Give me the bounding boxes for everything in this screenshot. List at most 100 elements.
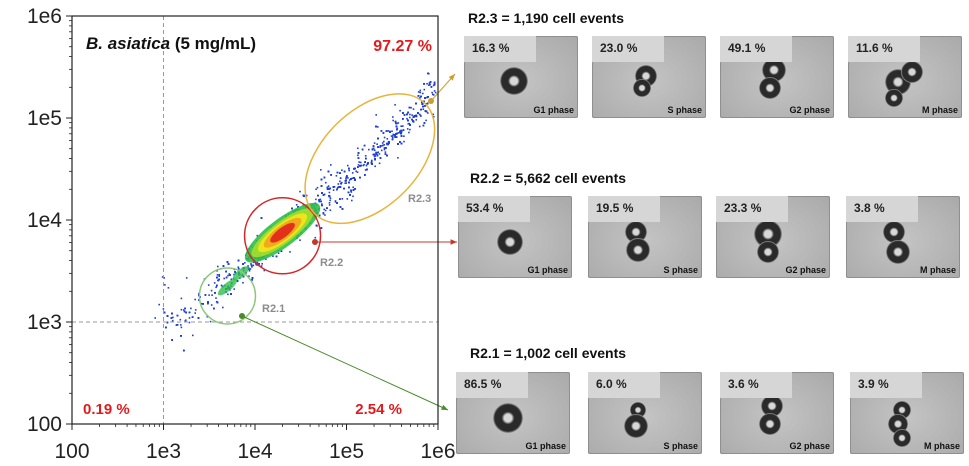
scatter-point — [357, 157, 360, 159]
scatter-point — [341, 181, 343, 184]
scatter-point — [166, 315, 169, 317]
phase-label: S phase — [663, 265, 698, 275]
scatter-point — [336, 187, 339, 189]
scatter-point — [394, 104, 396, 106]
phase-label: G2 phase — [789, 105, 830, 115]
scatter-point — [388, 142, 390, 144]
scatter-point — [171, 319, 174, 322]
scatter-point — [227, 274, 229, 277]
scatter-point — [360, 164, 362, 167]
plot-frame — [71, 15, 439, 425]
scatter-point — [399, 141, 401, 143]
scatter-point — [333, 186, 336, 188]
scatter-point — [408, 106, 411, 109]
y-tick-label: 1e6 — [27, 5, 62, 28]
scatter-point — [251, 279, 253, 281]
scatter-point — [320, 227, 323, 229]
scatter-point — [328, 191, 331, 194]
scatter-point — [183, 309, 185, 311]
scatter-point — [194, 298, 196, 301]
scatter-point — [305, 194, 308, 197]
scatter-point — [406, 128, 409, 130]
scatter-point — [364, 169, 367, 171]
scatter-point — [357, 166, 359, 168]
y-tick-label: 1e5 — [27, 107, 62, 130]
cell-image: 6.0 % S phase — [588, 372, 702, 454]
scatter-point — [375, 153, 378, 155]
scatter-point — [383, 148, 386, 151]
scatter-point — [213, 282, 216, 284]
scatter-point — [164, 284, 166, 286]
scatter-point — [249, 268, 252, 270]
scatter-point — [350, 189, 352, 192]
scatter-point — [218, 278, 220, 281]
scatter-point — [375, 114, 377, 116]
scatter-point — [347, 177, 349, 179]
scatter-point — [356, 171, 359, 173]
scatter-point — [424, 110, 427, 112]
density-band — [217, 278, 238, 296]
scatter-point — [171, 339, 173, 341]
scatter-point — [359, 176, 361, 179]
quadrant-gates — [72, 16, 438, 424]
scatter-point — [251, 277, 254, 279]
scatter-point — [207, 302, 209, 305]
scatter-point — [373, 149, 376, 151]
scatter-point — [230, 293, 232, 295]
scatter-point — [229, 274, 231, 276]
scatter-point — [166, 321, 169, 324]
scatter-point — [418, 125, 421, 128]
scatter-point — [402, 125, 404, 127]
scatter-point — [210, 289, 213, 292]
scatter-point — [250, 263, 252, 265]
region-label: R2.3 — [408, 193, 431, 205]
cell-body — [624, 414, 648, 438]
scatter-point — [351, 172, 354, 174]
scatter-point — [315, 188, 317, 191]
scatter-point — [180, 308, 183, 311]
phase-label: M phase — [923, 441, 960, 451]
cell-image: 3.8 % M phase — [846, 196, 960, 278]
scatter-point — [339, 206, 342, 208]
cell-image: 3.6 % G2 phase — [720, 372, 834, 454]
scatter-point — [316, 186, 319, 189]
scatter-point — [375, 151, 377, 154]
scatter-point — [354, 178, 356, 181]
cell-body — [761, 395, 783, 417]
scatter-point — [234, 271, 236, 273]
scatter-point — [335, 175, 338, 177]
scatter-point — [194, 312, 196, 314]
scatter-point — [154, 317, 156, 319]
scatter-point — [422, 124, 425, 127]
scatter-point — [289, 251, 291, 253]
scatter-point — [421, 103, 424, 105]
scatter-point — [256, 261, 259, 264]
scatter-point — [324, 214, 326, 216]
scatter-point — [336, 171, 339, 174]
scatter-point — [380, 149, 383, 152]
scatter-point — [387, 143, 390, 146]
scatter-point — [397, 122, 400, 124]
phase-label: G2 phase — [789, 441, 830, 451]
scatter-point — [348, 167, 350, 170]
scatter-point — [163, 277, 165, 279]
scatter-point — [184, 307, 186, 310]
scatter-point — [341, 198, 344, 200]
scatter-point — [176, 324, 179, 326]
scatter-point — [328, 204, 331, 206]
scatter-point — [391, 138, 394, 141]
scatter-point — [433, 81, 436, 84]
scatter-point — [352, 186, 354, 189]
scatter-point — [175, 324, 178, 326]
scatter-point — [319, 198, 322, 201]
scatter-point — [384, 153, 387, 155]
scatter-point — [171, 312, 173, 315]
scatter-point — [323, 193, 326, 196]
cell-image: 53.4 % G1 phase — [458, 196, 572, 278]
scatter-point — [297, 206, 299, 208]
scatter-point — [340, 183, 342, 185]
cell-body — [493, 403, 523, 433]
scatter-point — [399, 130, 401, 133]
panel-title: R2.1 = 1,002 cell events — [470, 345, 627, 361]
scatter-point — [348, 186, 350, 189]
